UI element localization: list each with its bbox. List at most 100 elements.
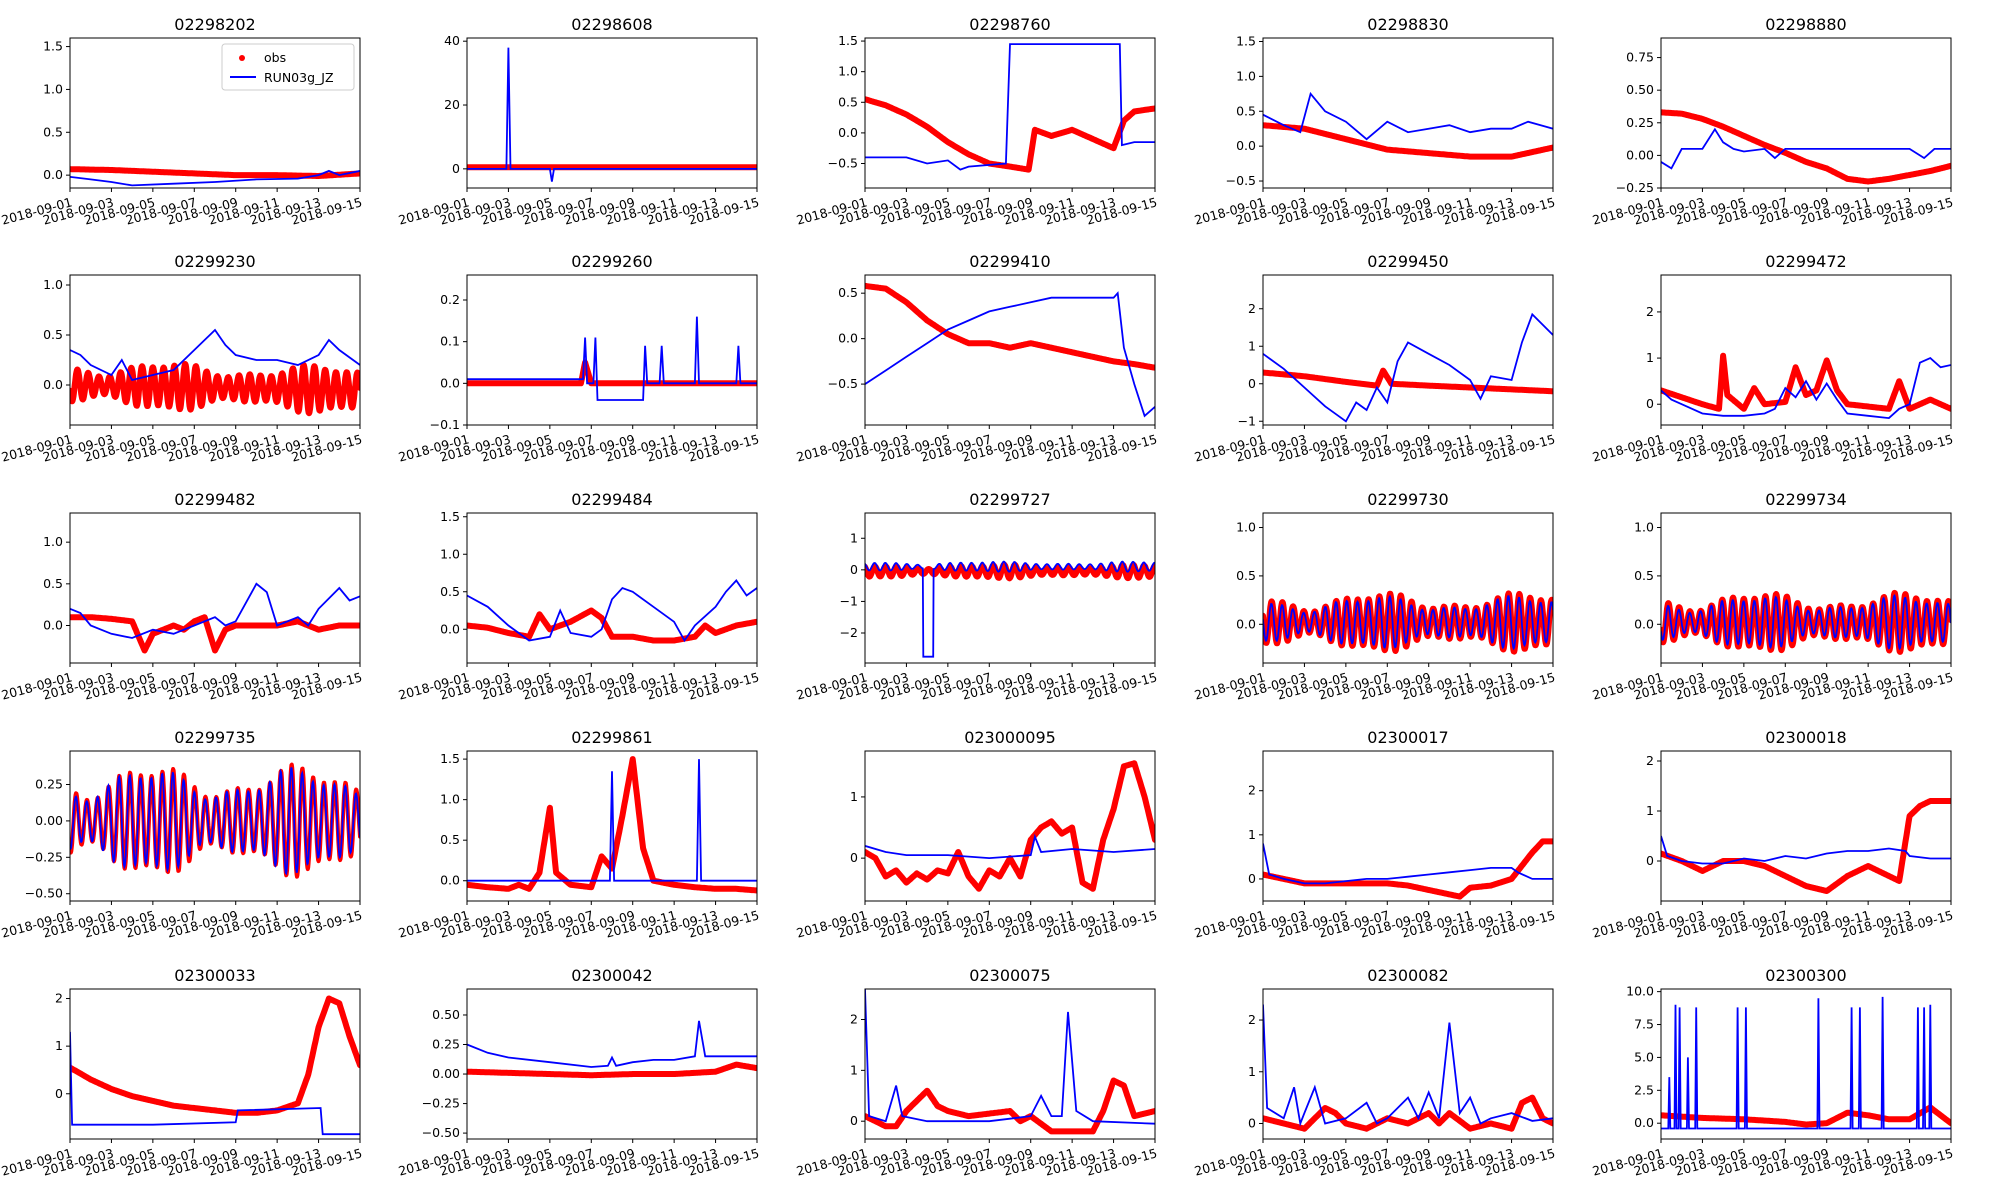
y-tick-label: 1: [850, 530, 858, 545]
axes-frame: [466, 750, 758, 902]
legend-box: [221, 43, 355, 91]
subplot-02298202: 022982020.00.51.01.52018-09-012018-09-03…: [0, 15, 364, 228]
subplot-02300033: 023000330122018-09-012018-09-032018-09-0…: [0, 966, 364, 1179]
axes-frame: [864, 512, 1156, 664]
sim-series: [467, 47, 757, 182]
subplot-02298830: 02298830−0.50.00.51.01.52018-09-012018-0…: [1193, 15, 1557, 228]
subplot-title: 02299484: [571, 490, 652, 509]
y-tick-label: 0.25: [35, 776, 63, 791]
sim-series: [1661, 357, 1951, 420]
axes-frame: [466, 274, 758, 426]
obs-series: [1661, 109, 1951, 185]
subplot-title: 02298608: [571, 15, 652, 34]
sim-series: [1661, 127, 1951, 170]
sim-series: [1263, 1004, 1553, 1127]
y-tick-label: 0.5: [43, 327, 63, 342]
axes-frame: [864, 988, 1156, 1140]
axes-frame: [69, 274, 361, 426]
subplot-02299472: 022994720122018-09-012018-09-032018-09-0…: [1591, 252, 1955, 465]
y-tick-label: 7.5: [1634, 1017, 1654, 1032]
y-tick-label: −1: [1238, 413, 1256, 428]
y-tick-label: 0.0: [1236, 616, 1256, 631]
y-tick-label: 0: [452, 161, 460, 176]
y-tick-label: −0.5: [828, 376, 858, 391]
y-tick-label: 0.25: [432, 1037, 460, 1052]
y-tick-label: 20: [444, 97, 460, 112]
obs-series: [1661, 798, 1951, 894]
y-tick-label: 2: [1248, 1012, 1256, 1027]
obs-series: [467, 607, 757, 644]
obs-series: [70, 614, 360, 654]
subplot-title: 02299735: [174, 728, 255, 747]
y-tick-label: 2: [850, 1012, 858, 1027]
y-tick-label: 1.0: [1236, 68, 1256, 83]
subplot-02299230: 022992300.00.51.02018-09-012018-09-03201…: [0, 252, 364, 465]
subplot-02299734: 022997340.00.51.02018-09-012018-09-03201…: [1591, 490, 1955, 703]
sim-series: [70, 328, 360, 382]
sim-series: [1263, 312, 1553, 423]
obs-series: [865, 760, 1155, 892]
axes-frame: [69, 512, 361, 664]
subplot-title: 02300033: [174, 966, 255, 985]
y-tick-label: 0: [1646, 396, 1654, 411]
sim-series: [865, 833, 1155, 860]
y-tick-label: 0.0: [440, 873, 460, 888]
y-tick-label: 2: [1646, 304, 1654, 319]
y-tick-label: 0.5: [838, 94, 858, 109]
obs-series: [1661, 1104, 1951, 1128]
obs-series: [467, 359, 757, 387]
subplot-02299727: 02299727−2−1012018-09-012018-09-032018-0…: [795, 490, 1159, 703]
y-tick-label: 0: [850, 850, 858, 865]
y-tick-label: 5.0: [1634, 1049, 1654, 1064]
y-tick-label: 0.5: [1236, 568, 1256, 583]
obs-series: [70, 361, 360, 417]
y-tick-label: −0.50: [25, 886, 63, 901]
y-tick-label: 1: [1248, 827, 1256, 842]
subplot-02300018: 023000180122018-09-012018-09-032018-09-0…: [1591, 728, 1955, 941]
y-tick-label: −0.25: [25, 849, 63, 864]
axes-frame: [864, 274, 1156, 426]
y-tick-label: 0.5: [440, 832, 460, 847]
axes-frame: [864, 750, 1156, 902]
y-tick-label: −0.50: [422, 1125, 460, 1140]
y-tick-label: 2: [55, 991, 63, 1006]
subplot-title: 02299472: [1765, 252, 1846, 271]
axes-frame: [466, 988, 758, 1140]
subplot-title: 02299482: [174, 490, 255, 509]
subplot-title: 02299734: [1765, 490, 1846, 509]
y-tick-label: 1.0: [838, 64, 858, 79]
obs-series: [1661, 352, 1951, 412]
y-tick-label: −0.1: [430, 417, 460, 432]
subplot-02299484: 022994840.00.51.01.52018-09-012018-09-03…: [397, 490, 761, 703]
axes-frame: [1262, 512, 1554, 664]
axes-frame: [1660, 274, 1952, 426]
sim-series: [865, 43, 1155, 171]
sim-series: [467, 579, 757, 643]
subplot-title: 02300075: [969, 966, 1050, 985]
y-tick-label: 0.0: [1634, 1115, 1654, 1130]
y-tick-label: −0.5: [1226, 173, 1256, 188]
legend-obs-label: obs: [264, 50, 286, 65]
sim-series: [865, 560, 1155, 658]
subplot-title: 023000095: [964, 728, 1056, 747]
subplot-title: 02298760: [969, 15, 1050, 34]
axes-frame: [1262, 37, 1554, 189]
y-tick-label: 1.5: [440, 509, 460, 524]
legend-obs-marker: [239, 55, 245, 61]
sim-series: [467, 1020, 757, 1068]
sim-series: [467, 316, 757, 401]
subplot-02299861: 022998610.00.51.01.52018-09-012018-09-03…: [397, 728, 761, 941]
y-tick-label: −0.5: [828, 156, 858, 171]
subplot-02300042: 02300042−0.50−0.250.000.250.502018-09-01…: [397, 966, 761, 1179]
obs-series: [1263, 367, 1553, 395]
y-tick-label: 0.0: [1236, 138, 1256, 153]
y-tick-label: 1.5: [1236, 33, 1256, 48]
subplot-02300075: 023000750122018-09-012018-09-032018-09-0…: [795, 966, 1159, 1179]
y-tick-label: 1: [55, 1038, 63, 1053]
y-tick-label: 2.5: [1634, 1082, 1654, 1097]
y-tick-label: 1: [1248, 338, 1256, 353]
y-tick-label: 0.50: [1626, 82, 1654, 97]
y-tick-label: 2: [1248, 783, 1256, 798]
subplot-02299482: 022994820.00.51.02018-09-012018-09-03201…: [0, 490, 364, 703]
subplot-title: 02299727: [969, 490, 1050, 509]
